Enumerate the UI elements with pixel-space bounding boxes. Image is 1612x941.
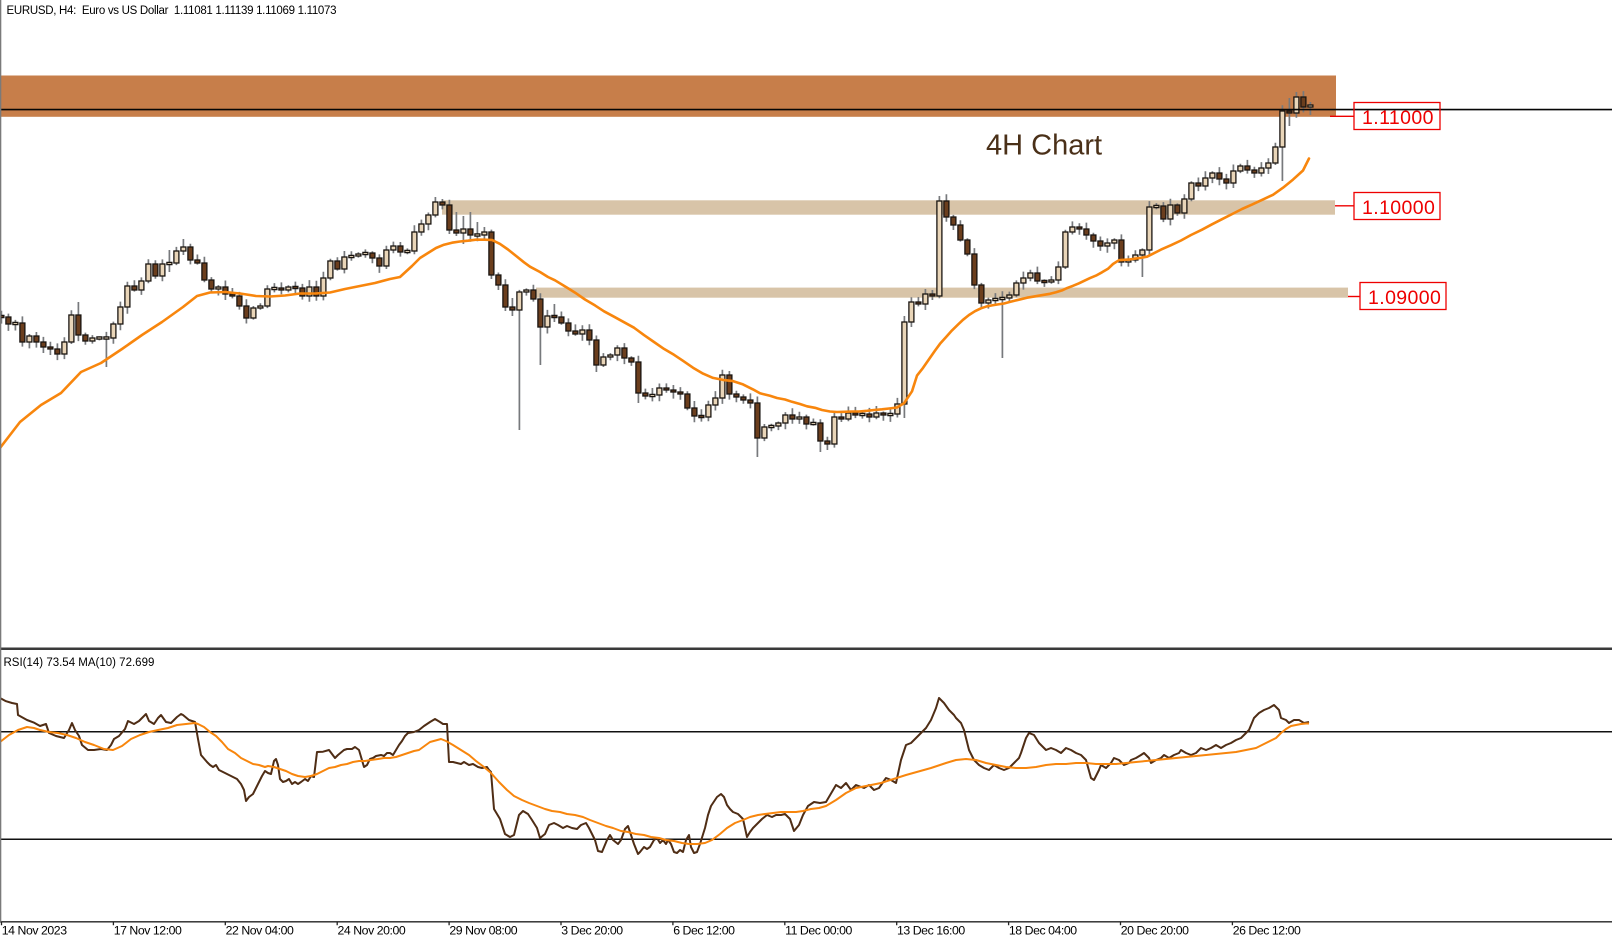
svg-text:20 Dec 20:00: 20 Dec 20:00 [1121, 923, 1189, 936]
svg-text:18 Dec 04:00: 18 Dec 04:00 [1009, 923, 1077, 936]
svg-text:EURUSD, H4: Euro vs US Dollar: EURUSD, H4: Euro vs US Dollar 1.11081 1.… [7, 5, 337, 17]
svg-text:22 Nov 04:00: 22 Nov 04:00 [226, 923, 294, 936]
svg-text:13 Dec 16:00: 13 Dec 16:00 [897, 923, 965, 936]
svg-text:1.11000: 1.11000 [1362, 107, 1434, 129]
svg-text:11 Dec 00:00: 11 Dec 00:00 [785, 923, 852, 936]
svg-text:24 Nov 20:00: 24 Nov 20:00 [338, 923, 406, 936]
svg-text:6 Dec 12:00: 6 Dec 12:00 [673, 923, 735, 936]
svg-text:26 Dec 12:00: 26 Dec 12:00 [1233, 923, 1301, 936]
svg-text:17 Nov 12:00: 17 Nov 12:00 [114, 923, 182, 936]
svg-text:3 Dec 20:00: 3 Dec 20:00 [561, 923, 623, 936]
svg-text:29 Nov 08:00: 29 Nov 08:00 [449, 923, 517, 936]
svg-text:4H Chart: 4H Chart [986, 130, 1102, 162]
svg-text:14 Nov 2023: 14 Nov 2023 [2, 923, 67, 936]
svg-text:RSI(14) 73.54 MA(10) 72.699: RSI(14) 73.54 MA(10) 72.699 [4, 657, 155, 669]
svg-text:1.09000: 1.09000 [1368, 287, 1441, 309]
svg-text:1.10000: 1.10000 [1362, 197, 1435, 219]
